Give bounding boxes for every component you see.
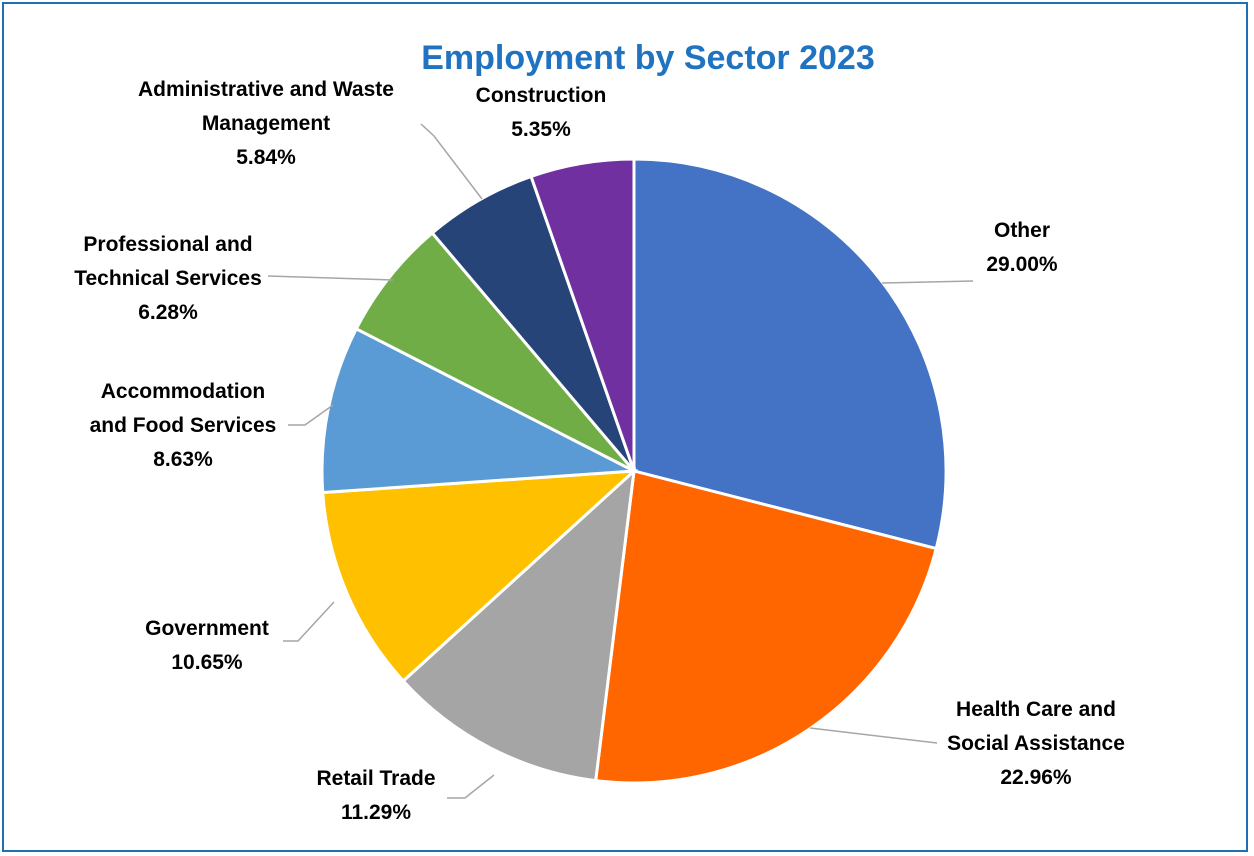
- leader-lines: [267, 123, 974, 799]
- slice-value-label-0: 29.00%: [986, 253, 1058, 276]
- pie-slices: [320, 157, 948, 785]
- slice-value-label-5: 6.28%: [138, 301, 198, 324]
- slice-value-label-4: 8.63%: [153, 448, 213, 471]
- slice-category-label-4: Accommodation: [101, 380, 266, 403]
- slice-category-label-5: Professional and: [83, 233, 252, 256]
- pie-slice-0: [632, 157, 948, 551]
- pie-slice-3: [321, 469, 639, 684]
- pie-slice-2: [401, 467, 636, 783]
- pie-slice-5: [354, 230, 636, 473]
- leader-line-4: [288, 404, 334, 426]
- slice-category-label-1: Health Care and: [956, 698, 1116, 721]
- leader-line-1: [809, 727, 938, 744]
- slice-category-label-1: Social Assistance: [947, 732, 1125, 755]
- leader-line-6: [420, 123, 483, 200]
- slice-category-label-6: Management: [202, 112, 330, 135]
- leader-line-5: [267, 275, 394, 281]
- slice-value-label-7: 5.35%: [511, 118, 571, 141]
- chart-title: Employment by Sector 2023: [421, 39, 875, 77]
- pie-slice-7: [529, 157, 636, 472]
- leader-line-2: [447, 774, 495, 799]
- leader-line-0: [881, 280, 974, 284]
- leader-line-3: [283, 601, 335, 642]
- pie-slice-1: [593, 469, 939, 785]
- slice-category-label-6: Administrative and Waste: [138, 78, 394, 101]
- slice-category-label-2: Retail Trade: [316, 767, 435, 790]
- slice-value-label-2: 11.29%: [341, 801, 411, 824]
- slice-labels: Other 29.00% Health Care and Social Assista…: [74, 78, 1125, 824]
- slice-category-label-3: Government: [145, 617, 269, 640]
- slice-category-label-4: and Food Services: [90, 414, 277, 437]
- slice-category-label-5: Technical Services: [74, 267, 262, 290]
- slice-value-label-1: 22.96%: [1000, 766, 1072, 789]
- slice-value-label-6: 5.84%: [236, 146, 296, 169]
- slice-category-label-7: Construction: [476, 84, 607, 107]
- slice-category-label-0: Other: [994, 219, 1050, 242]
- slice-value-label-3: 10.65%: [171, 651, 243, 674]
